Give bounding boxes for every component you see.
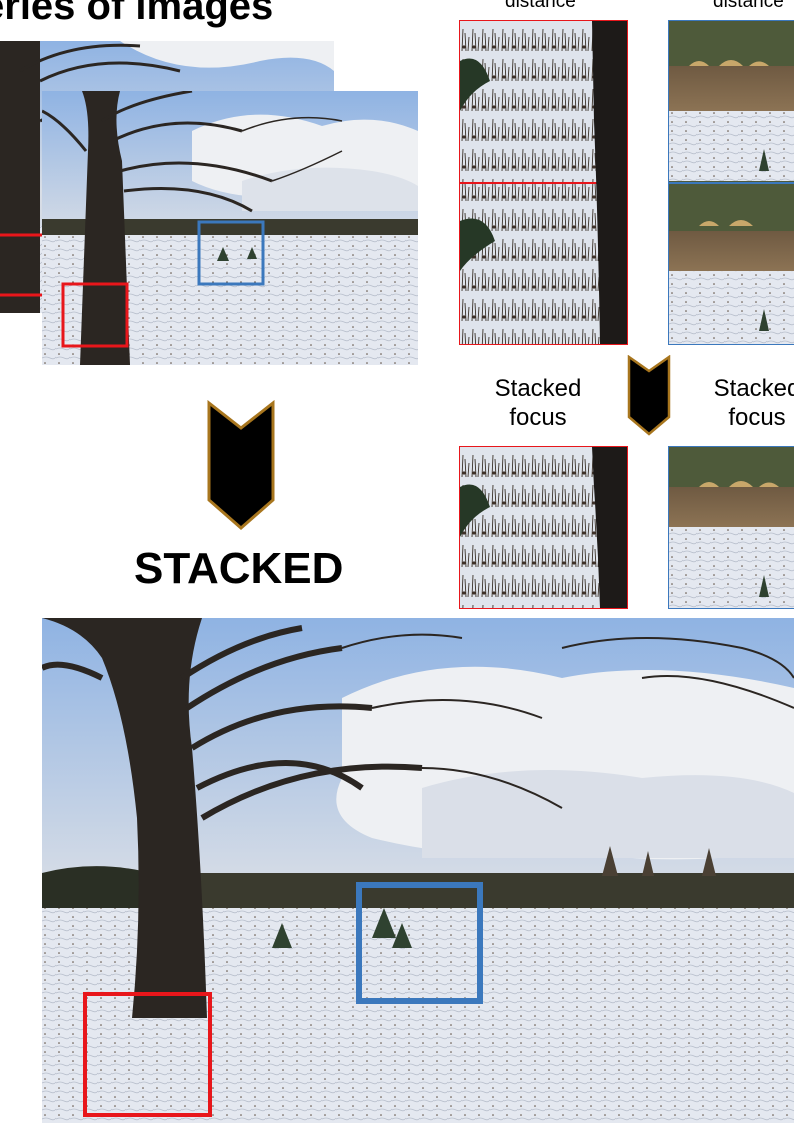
- front-photo: [42, 91, 418, 365]
- stacked-heading: STACKED: [134, 544, 344, 593]
- chevron-down-icon: [627, 355, 671, 437]
- page-title: eries of images: [0, 0, 274, 28]
- stacked-focus-label-2: Stacked focus: [713, 375, 794, 431]
- crop-series-red: [459, 20, 628, 345]
- stacked-crop-red: [459, 446, 628, 609]
- chevron-down-icon: [207, 400, 275, 532]
- stacked-focus-label-1: Stacked focus: [494, 375, 582, 431]
- distance-label-2: distance: [713, 0, 784, 12]
- crop-series-blue: [668, 20, 794, 345]
- stacked-photo: [42, 618, 794, 1123]
- distance-label-1: distance: [505, 0, 576, 12]
- stacked-crop-blue: [668, 446, 794, 609]
